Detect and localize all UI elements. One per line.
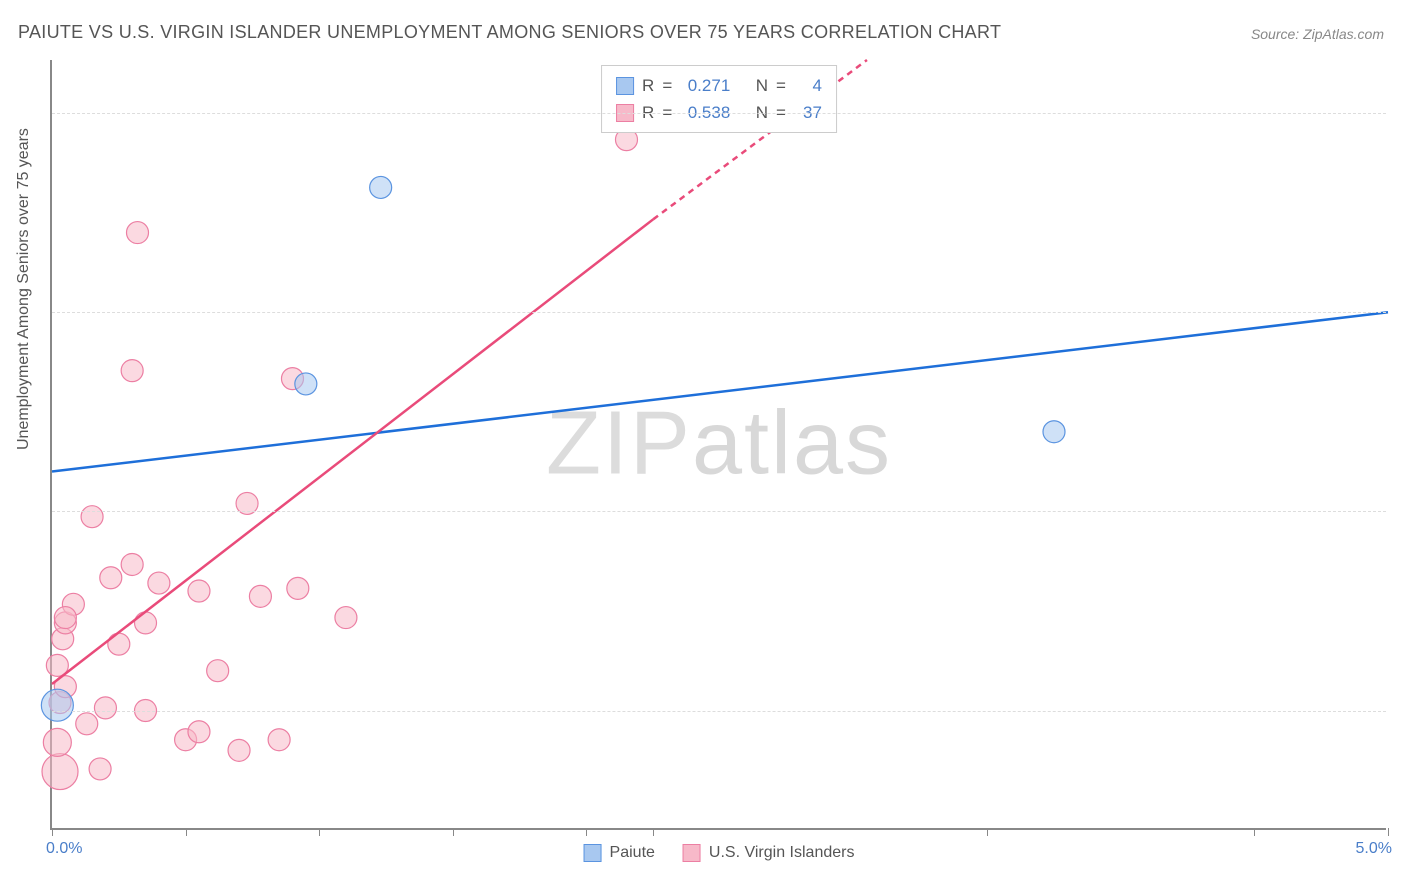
plot-svg xyxy=(52,60,1386,828)
data-point xyxy=(228,739,250,761)
data-point xyxy=(76,713,98,735)
correlation-legend: R = 0.271 N = 4 R = 0.538 N = 37 xyxy=(601,65,837,133)
legend-eq: = xyxy=(776,72,786,99)
y-tick-label: 7.5% xyxy=(1396,701,1406,719)
data-point xyxy=(335,607,357,629)
gridline-h xyxy=(52,113,1386,114)
data-point xyxy=(268,729,290,751)
data-point xyxy=(1043,421,1065,443)
data-point xyxy=(89,758,111,780)
legend-r-label: R xyxy=(642,72,654,99)
chart-source: Source: ZipAtlas.com xyxy=(1251,26,1384,42)
legend-n-label: N xyxy=(756,72,768,99)
y-tick-label: 22.5% xyxy=(1396,302,1406,320)
data-point xyxy=(43,728,71,756)
series-legend: Paiute U.S. Virgin Islanders xyxy=(584,844,855,862)
data-point xyxy=(121,553,143,575)
x-tick xyxy=(987,828,988,836)
swatch-series1 xyxy=(616,77,634,95)
data-point xyxy=(81,506,103,528)
chart-container: PAIUTE VS U.S. VIRGIN ISLANDER UNEMPLOYM… xyxy=(0,0,1406,892)
y-tick-label: 30.0% xyxy=(1396,103,1406,121)
series1-name: Paiute xyxy=(610,844,655,862)
data-point xyxy=(188,580,210,602)
data-point xyxy=(41,689,73,721)
x-start-label: 0.0% xyxy=(46,840,82,858)
gridline-h xyxy=(52,312,1386,313)
x-tick xyxy=(453,828,454,836)
data-point xyxy=(127,222,149,244)
data-point xyxy=(287,577,309,599)
y-tick-label: 15.0% xyxy=(1396,501,1406,519)
x-end-label: 5.0% xyxy=(1356,840,1392,858)
legend-n-value-1: 4 xyxy=(794,72,822,99)
data-point xyxy=(148,572,170,594)
series2-name: U.S. Virgin Islanders xyxy=(709,844,855,862)
x-tick xyxy=(319,828,320,836)
x-tick xyxy=(1254,828,1255,836)
x-tick xyxy=(52,828,53,836)
gridline-h xyxy=(52,511,1386,512)
data-point xyxy=(188,721,210,743)
data-point xyxy=(249,585,271,607)
legend-item-series1: Paiute xyxy=(584,844,655,862)
x-tick xyxy=(653,828,654,836)
data-point xyxy=(121,360,143,382)
gridline-h xyxy=(52,711,1386,712)
data-point xyxy=(108,633,130,655)
data-point xyxy=(135,612,157,634)
data-point xyxy=(207,660,229,682)
data-point xyxy=(42,754,78,790)
legend-r-value-1: 0.271 xyxy=(680,72,730,99)
data-point xyxy=(295,373,317,395)
legend-row-series1: R = 0.271 N = 4 xyxy=(616,72,822,99)
x-tick xyxy=(186,828,187,836)
data-point xyxy=(54,607,76,629)
x-tick xyxy=(1388,828,1389,836)
plot-area: ZIPatlas R = 0.271 N = 4 R = 0.538 N xyxy=(50,60,1386,830)
legend-item-series2: U.S. Virgin Islanders xyxy=(683,844,855,862)
chart-title: PAIUTE VS U.S. VIRGIN ISLANDER UNEMPLOYM… xyxy=(18,22,1001,43)
trend-line xyxy=(52,312,1388,471)
y-axis-label: Unemployment Among Seniors over 75 years xyxy=(15,128,33,450)
swatch-series1-bottom xyxy=(584,844,602,862)
data-point xyxy=(94,697,116,719)
data-point xyxy=(370,176,392,198)
data-point xyxy=(100,567,122,589)
legend-eq: = xyxy=(662,72,672,99)
x-tick xyxy=(586,828,587,836)
swatch-series2-bottom xyxy=(683,844,701,862)
